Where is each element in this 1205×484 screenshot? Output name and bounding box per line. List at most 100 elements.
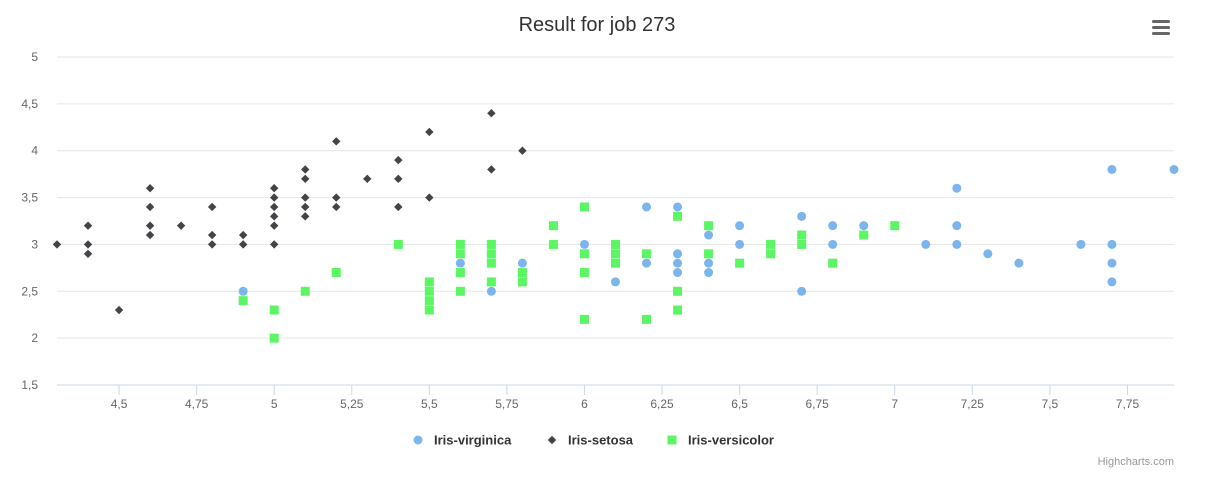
data-point[interactable] bbox=[859, 221, 869, 231]
data-point[interactable] bbox=[579, 268, 589, 278]
data-point[interactable] bbox=[828, 239, 838, 249]
data-point[interactable] bbox=[52, 240, 62, 249]
data-point[interactable] bbox=[301, 212, 310, 221]
data-point[interactable] bbox=[269, 193, 279, 202]
data-point[interactable] bbox=[269, 305, 279, 315]
data-point[interactable] bbox=[269, 333, 279, 343]
data-point[interactable] bbox=[486, 258, 496, 268]
data-point[interactable] bbox=[83, 221, 93, 230]
data-point[interactable] bbox=[176, 221, 186, 230]
data-point[interactable] bbox=[486, 286, 496, 296]
data-point[interactable] bbox=[517, 277, 527, 287]
data-point[interactable] bbox=[579, 202, 589, 212]
data-point[interactable] bbox=[611, 239, 620, 249]
credits-link[interactable]: Highcharts.com bbox=[1098, 456, 1174, 468]
data-point[interactable] bbox=[1014, 258, 1024, 268]
legend-symbol[interactable] bbox=[667, 435, 677, 445]
data-point[interactable] bbox=[952, 221, 962, 231]
data-point[interactable] bbox=[301, 193, 310, 202]
data-point[interactable] bbox=[642, 249, 652, 259]
data-point[interactable] bbox=[673, 286, 683, 296]
data-point[interactable] bbox=[704, 221, 714, 231]
data-point[interactable] bbox=[952, 239, 962, 249]
data-point[interactable] bbox=[673, 249, 683, 259]
data-point[interactable] bbox=[797, 230, 807, 240]
data-point[interactable] bbox=[1107, 277, 1117, 287]
legend-item[interactable]: Iris-setosa bbox=[547, 433, 634, 448]
data-point[interactable] bbox=[424, 296, 434, 306]
data-point[interactable] bbox=[486, 249, 496, 259]
data-point[interactable] bbox=[487, 165, 496, 174]
data-point[interactable] bbox=[579, 249, 589, 259]
data-point[interactable] bbox=[238, 230, 248, 240]
data-point[interactable] bbox=[269, 202, 279, 212]
data-point[interactable] bbox=[145, 202, 155, 212]
data-point[interactable] bbox=[332, 202, 341, 212]
data-point[interactable] bbox=[673, 202, 683, 212]
data-point[interactable] bbox=[517, 258, 527, 268]
data-point[interactable] bbox=[952, 183, 962, 193]
data-point[interactable] bbox=[332, 137, 341, 146]
data-point[interactable] bbox=[704, 249, 714, 259]
data-point[interactable] bbox=[301, 165, 310, 174]
data-point[interactable] bbox=[238, 296, 248, 306]
data-point[interactable] bbox=[269, 212, 279, 221]
menu-button[interactable] bbox=[1146, 14, 1176, 42]
data-point[interactable] bbox=[797, 286, 807, 296]
data-point[interactable] bbox=[363, 174, 372, 184]
data-point[interactable] bbox=[735, 221, 745, 231]
data-point[interactable] bbox=[331, 268, 341, 278]
data-point[interactable] bbox=[487, 109, 496, 118]
data-point[interactable] bbox=[145, 184, 155, 193]
data-point[interactable] bbox=[828, 221, 838, 231]
data-point[interactable] bbox=[207, 202, 217, 212]
data-point[interactable] bbox=[517, 268, 527, 278]
data-point[interactable] bbox=[238, 240, 248, 249]
data-point[interactable] bbox=[394, 155, 403, 165]
data-point[interactable] bbox=[301, 174, 310, 184]
data-point[interactable] bbox=[859, 230, 869, 240]
data-point[interactable] bbox=[207, 230, 217, 240]
data-point[interactable] bbox=[455, 268, 465, 278]
data-point[interactable] bbox=[145, 221, 155, 230]
data-point[interactable] bbox=[983, 249, 993, 259]
data-point[interactable] bbox=[673, 268, 683, 278]
data-point[interactable] bbox=[269, 240, 279, 249]
data-point[interactable] bbox=[673, 211, 683, 221]
data-point[interactable] bbox=[269, 184, 279, 193]
data-point[interactable] bbox=[704, 230, 714, 240]
data-point[interactable] bbox=[611, 249, 620, 259]
data-point[interactable] bbox=[1169, 164, 1179, 174]
data-point[interactable] bbox=[579, 239, 589, 249]
data-point[interactable] bbox=[455, 249, 465, 259]
data-point[interactable] bbox=[642, 314, 652, 324]
data-point[interactable] bbox=[332, 193, 341, 202]
data-point[interactable] bbox=[673, 258, 683, 268]
data-point[interactable] bbox=[269, 221, 279, 230]
data-point[interactable] bbox=[890, 221, 900, 231]
data-point[interactable] bbox=[207, 240, 217, 249]
data-point[interactable] bbox=[704, 258, 714, 268]
data-point[interactable] bbox=[300, 286, 310, 296]
data-point[interactable] bbox=[1107, 258, 1117, 268]
data-point[interactable] bbox=[735, 258, 745, 268]
data-point[interactable] bbox=[394, 174, 403, 184]
data-point[interactable] bbox=[424, 305, 434, 315]
data-point[interactable] bbox=[83, 249, 93, 258]
data-point[interactable] bbox=[393, 239, 403, 249]
data-point[interactable] bbox=[424, 286, 434, 296]
data-point[interactable] bbox=[673, 305, 683, 315]
data-point[interactable] bbox=[238, 286, 248, 296]
data-point[interactable] bbox=[642, 258, 652, 268]
data-point[interactable] bbox=[611, 277, 620, 287]
data-point[interactable] bbox=[704, 268, 714, 278]
data-point[interactable] bbox=[455, 258, 465, 268]
data-point[interactable] bbox=[1107, 164, 1117, 174]
data-point[interactable] bbox=[114, 305, 124, 315]
data-point[interactable] bbox=[486, 277, 496, 287]
data-point[interactable] bbox=[301, 202, 310, 212]
data-point[interactable] bbox=[921, 239, 931, 249]
legend-item[interactable]: Iris-versicolor bbox=[667, 433, 775, 448]
data-point[interactable] bbox=[1107, 239, 1117, 249]
data-point[interactable] bbox=[455, 239, 465, 249]
